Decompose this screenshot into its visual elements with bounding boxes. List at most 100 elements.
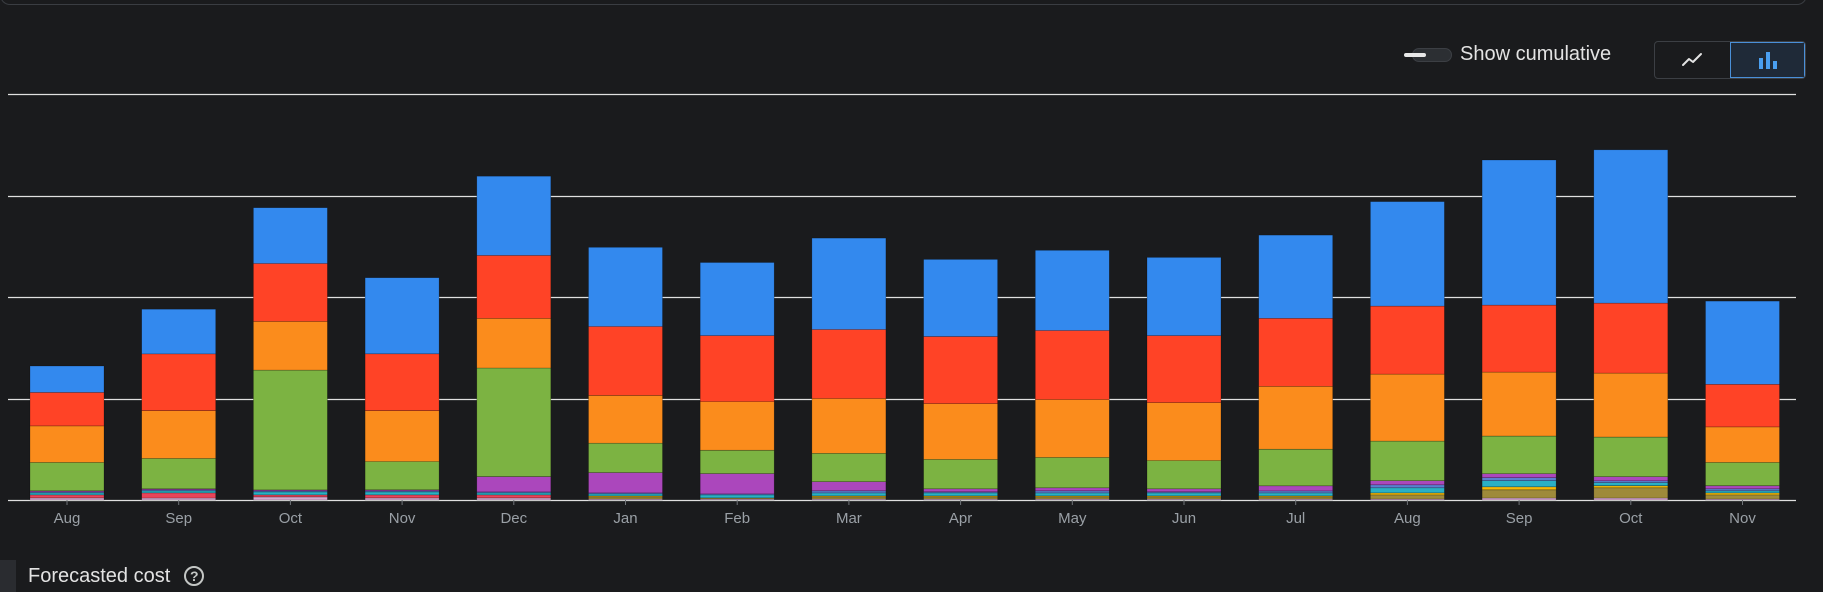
bar-segment: [364, 494, 440, 499]
bar-segment: [364, 353, 440, 411]
bar-segment: [1481, 480, 1557, 488]
cumulative-label: Show cumulative: [1460, 43, 1612, 65]
bar-segment: [923, 488, 998, 493]
bar-segment: [1705, 426, 1780, 463]
bar-segment: [29, 462, 105, 492]
bar-segment: [1146, 402, 1222, 461]
bar-segment: [1593, 302, 1669, 374]
x-tick-label: Apr: [949, 510, 972, 527]
bar-segment: [1481, 497, 1557, 501]
x-tick-label: Dec: [500, 510, 527, 527]
x-tick-label: Nov: [1729, 510, 1756, 527]
bar-segment: [476, 497, 552, 501]
bar-segment: [29, 497, 105, 501]
bar-segment: [923, 403, 998, 460]
bar-segment: [1035, 250, 1110, 331]
bar-segment: [1705, 490, 1780, 494]
bar-segment: [1146, 492, 1222, 497]
bar-chart-button[interactable]: [1729, 42, 1805, 78]
bar-segment: [811, 329, 887, 399]
bar-segment: [1481, 489, 1557, 499]
bar-segment: [364, 277, 440, 355]
stacked-bar-chart: Aug Sep Oct Nov Dec Jan Feb Mar Apr May Jun Jul Aug S…: [8, 93, 1796, 527]
bar-segment: [1146, 496, 1222, 500]
bar-segment: [141, 353, 216, 411]
switch-thumb: [1404, 52, 1426, 57]
bar-segment: [1481, 435, 1557, 475]
bar-chart-icon: [1758, 52, 1777, 69]
bar-segment: [923, 496, 998, 500]
bar-segment: [253, 321, 328, 371]
forecasted-cost-section: Forecasted cost ?: [0, 560, 400, 592]
bar-segment: [1481, 486, 1557, 491]
bar-segment: [1370, 487, 1445, 494]
bar-segment: [1258, 317, 1333, 387]
bar-segment: [1146, 335, 1222, 403]
bar-segment: [253, 496, 328, 501]
bar-segment: [1035, 487, 1110, 492]
bar-segment: [141, 497, 216, 501]
line-chart-button[interactable]: [1655, 42, 1730, 78]
bar-segment: [476, 255, 552, 319]
bar-segment: [1481, 473, 1557, 479]
bar-segment: [141, 489, 216, 492]
bar-segment: [364, 461, 440, 491]
bar-segment: [1258, 448, 1333, 487]
bar-segment: [1593, 482, 1669, 487]
cumulative-switch[interactable]: [1404, 45, 1452, 65]
bar-segment: [923, 459, 998, 490]
bar-segment: [1258, 492, 1333, 497]
bar-segment: [811, 492, 887, 497]
bar-segment: [1035, 490, 1110, 494]
bar-segment: [811, 237, 887, 330]
bar-segment: [699, 401, 775, 451]
bar-segment: [476, 317, 552, 369]
bar-segment: [588, 247, 663, 327]
bar-segment: [923, 336, 998, 404]
bar-segment: [29, 425, 105, 463]
bar-segment: [141, 492, 216, 499]
bar-segment: [588, 395, 663, 444]
help-icon[interactable]: ?: [184, 566, 205, 586]
bar-segment: [1370, 305, 1445, 375]
bar-segment: [1593, 476, 1669, 482]
bar-segment: [476, 367, 552, 477]
bar-segment: [699, 449, 775, 474]
bar-segment: [141, 458, 216, 490]
bar-segment: [1146, 257, 1222, 336]
bar-segment: [1705, 485, 1780, 490]
x-tick-label: Aug: [1394, 510, 1421, 527]
bar-segment: [1593, 372, 1669, 438]
bar-segment: [476, 476, 552, 493]
bar-segment: [699, 473, 775, 495]
bar-segment: [1370, 440, 1445, 482]
bar-segment: [1481, 477, 1557, 482]
bar-segment: [364, 491, 440, 496]
bar-segment: [1705, 383, 1780, 428]
x-tick-label: Jan: [613, 510, 637, 527]
bar-segment: [253, 207, 328, 264]
bar-segment: [29, 490, 105, 493]
x-tick-label: May: [1058, 510, 1087, 527]
bar-segment: [811, 452, 887, 482]
bar-segment: [1705, 300, 1780, 385]
show-cumulative-toggle[interactable]: Show cumulative: [1404, 43, 1611, 66]
bar-segment: [588, 326, 663, 396]
bar-segment: [1258, 490, 1333, 494]
forecasted-cost-title: Forecasted cost: [28, 564, 171, 587]
bar-segment: [923, 492, 998, 497]
bar-segment: [141, 308, 216, 355]
line-chart-icon: [1682, 53, 1703, 66]
bar-segment: [923, 491, 998, 494]
bar-segment: [364, 489, 440, 492]
bar-segment: [1593, 149, 1669, 304]
bar-segment: [811, 490, 887, 494]
section-marker: [0, 560, 16, 592]
bar-segment: [253, 263, 328, 322]
bar-segment: [1370, 201, 1445, 307]
bar-segment: [476, 175, 552, 256]
bar-segment: [1258, 385, 1333, 450]
bar-segment: [253, 491, 328, 496]
bar-segment: [1593, 487, 1669, 499]
